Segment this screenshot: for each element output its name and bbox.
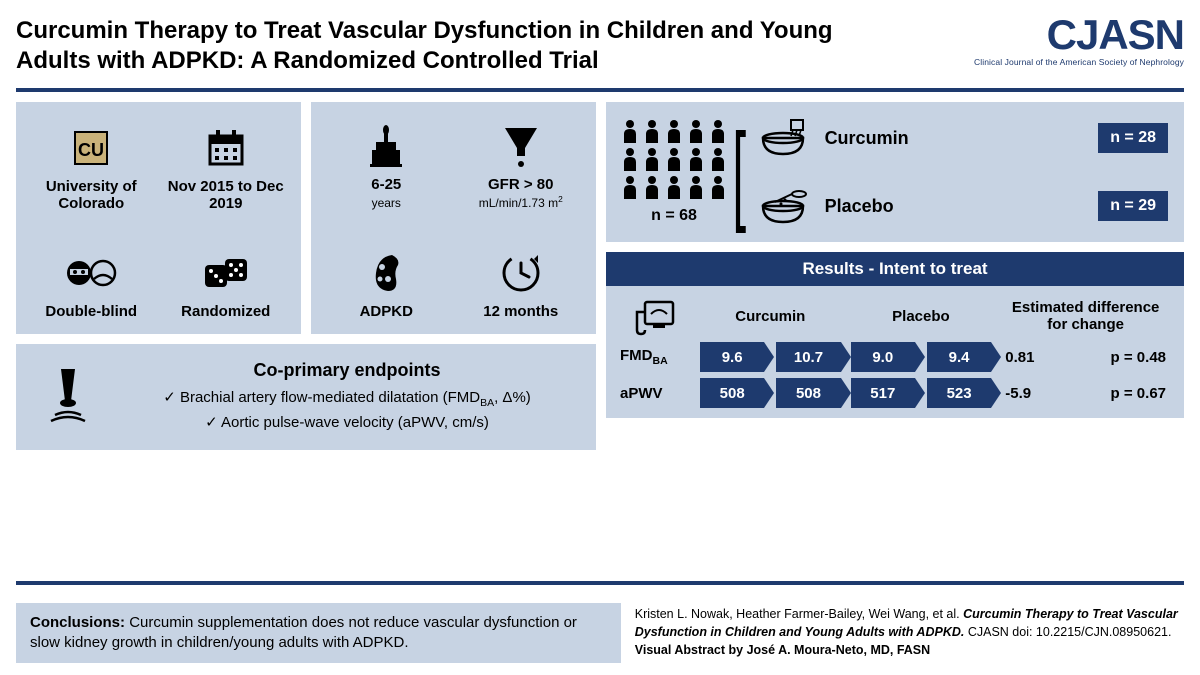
funnel-icon <box>499 122 543 170</box>
svg-text:CU: CU <box>78 140 104 160</box>
value-arrow: 523 <box>927 378 991 408</box>
endpoints-list: Brachial artery flow-mediated dilatation… <box>118 387 576 434</box>
curcumin-n: n = 28 <box>1098 123 1168 153</box>
period-cell: Nov 2015 to Dec 2019 <box>163 116 290 212</box>
blinding-label: Double-blind <box>45 303 137 320</box>
age-sub: years <box>372 196 401 210</box>
gfr-cell: GFR > 80 mL/min/1.73 m2 <box>458 116 585 212</box>
kidney-icon <box>364 249 408 297</box>
mask-icon <box>64 249 118 297</box>
dice-icon <box>201 249 251 297</box>
citation-journal: CJASN doi: 10.2215/CJN.08950621. <box>968 625 1172 639</box>
citation-abstract-by: Visual Abstract by José A. Moura-Neto, M… <box>635 643 930 657</box>
site-cell: CU University of Colorado <box>28 116 155 212</box>
results-row-label: aPWV <box>620 385 690 402</box>
endpoints-card: Co-primary endpoints Brachial artery flo… <box>16 344 596 450</box>
value-arrow: 9.4 <box>927 342 991 372</box>
duration-cell: 12 months <box>458 224 585 320</box>
value-arrow: 9.6 <box>700 342 764 372</box>
age-cell: 6-25 years <box>323 116 450 212</box>
diff-cell: -5.9p = 0.67 <box>1001 385 1170 402</box>
cake-icon <box>364 122 408 170</box>
inclusion-card: 6-25 years GFR > 80 mL/min/1.73 m2 ADPKD <box>311 102 596 334</box>
blinding-cell: Double-blind <box>28 224 155 320</box>
age-main: 6-25 <box>371 176 401 193</box>
placebo-label: Placebo <box>825 196 1087 217</box>
university-icon: CU <box>69 124 113 172</box>
diff-cell: 0.81p = 0.48 <box>1001 349 1170 366</box>
person-icon <box>622 175 638 199</box>
conclusions-box: Conclusions: Curcumin supplementation do… <box>16 603 621 664</box>
col-placebo: Placebo <box>851 308 992 325</box>
design-label: Randomized <box>181 303 270 320</box>
endpoints-title: Co-primary endpoints <box>118 360 576 381</box>
duration-label: 12 months <box>483 303 558 320</box>
design-cell: Randomized <box>163 224 290 320</box>
study-design-card: CU University of Colorado Nov 2015 to De… <box>16 102 301 334</box>
gfr-sub: mL/min/1.73 m2 <box>479 196 563 210</box>
person-icon <box>710 175 726 199</box>
curcumin-label: Curcumin <box>825 128 1087 149</box>
disease-cell: ADPKD <box>323 224 450 320</box>
person-icon <box>710 147 726 171</box>
person-icon <box>622 119 638 143</box>
person-icon <box>688 175 704 199</box>
person-icon <box>710 119 726 143</box>
journal-logo: CJASN Clinical Journal of the American S… <box>974 16 1184 67</box>
disease-label: ADPKD <box>360 303 413 320</box>
bracket-icon: [ <box>732 123 746 222</box>
person-icon <box>644 175 660 199</box>
period-label: Nov 2015 to Dec 2019 <box>163 178 290 213</box>
citation: Kristen L. Nowak, Heather Farmer-Bailey,… <box>635 603 1184 664</box>
value-pair: 508 508 <box>700 378 841 408</box>
randomization-card: n = 68 [ Curcumin n = 28 <box>606 102 1184 242</box>
value-arrow: 517 <box>851 378 915 408</box>
conclusions-title: Conclusions: <box>30 614 125 631</box>
population-icon: n = 68 <box>622 119 726 225</box>
endpoint-item: Aortic pulse-wave velocity (aPWV, cm/s) <box>118 412 576 435</box>
header: Curcumin Therapy to Treat Vascular Dysfu… <box>16 12 1184 86</box>
col-diff: Estimated difference for change <box>1001 299 1170 334</box>
clock-icon <box>499 249 543 297</box>
person-icon <box>688 147 704 171</box>
monitor-icon <box>620 296 690 336</box>
header-divider <box>16 88 1184 92</box>
person-icon <box>666 119 682 143</box>
logo-subtitle: Clinical Journal of the American Society… <box>974 57 1184 67</box>
person-icon <box>666 147 682 171</box>
results-header: Results - Intent to treat <box>606 252 1184 286</box>
person-icon <box>688 119 704 143</box>
person-icon <box>644 119 660 143</box>
value-arrow: 9.0 <box>851 342 915 372</box>
results-card: Results - Intent to treat Curcumin Place… <box>606 252 1184 418</box>
col-curcumin: Curcumin <box>700 308 841 325</box>
logo-text: CJASN <box>1047 16 1184 54</box>
person-icon <box>644 147 660 171</box>
page-title: Curcumin Therapy to Treat Vascular Dysfu… <box>16 16 886 76</box>
arm-curcumin: Curcumin n = 28 <box>753 116 1168 160</box>
ultrasound-icon <box>36 365 100 429</box>
n-total: n = 68 <box>651 207 697 225</box>
citation-authors: Kristen L. Nowak, Heather Farmer-Bailey,… <box>635 607 960 621</box>
bowl-icon <box>753 184 813 228</box>
arm-placebo: Placebo n = 29 <box>753 184 1168 228</box>
endpoint-item: Brachial artery flow-mediated dilatation… <box>118 387 576 412</box>
value-arrow: 10.7 <box>776 342 840 372</box>
person-icon <box>622 147 638 171</box>
value-arrow: 508 <box>700 378 764 408</box>
value-arrow: 508 <box>776 378 840 408</box>
calendar-icon <box>204 124 248 172</box>
value-pair: 9.0 9.4 <box>851 342 992 372</box>
site-label: University of Colorado <box>28 178 155 213</box>
value-pair: 517 523 <box>851 378 992 408</box>
value-pair: 9.6 10.7 <box>700 342 841 372</box>
person-icon <box>666 175 682 199</box>
footer-divider <box>16 581 1184 585</box>
placebo-n: n = 29 <box>1098 191 1168 221</box>
bowl-icon <box>753 116 813 160</box>
gfr-main: GFR > 80 <box>488 176 553 193</box>
results-row-label: FMDBA <box>620 347 690 367</box>
